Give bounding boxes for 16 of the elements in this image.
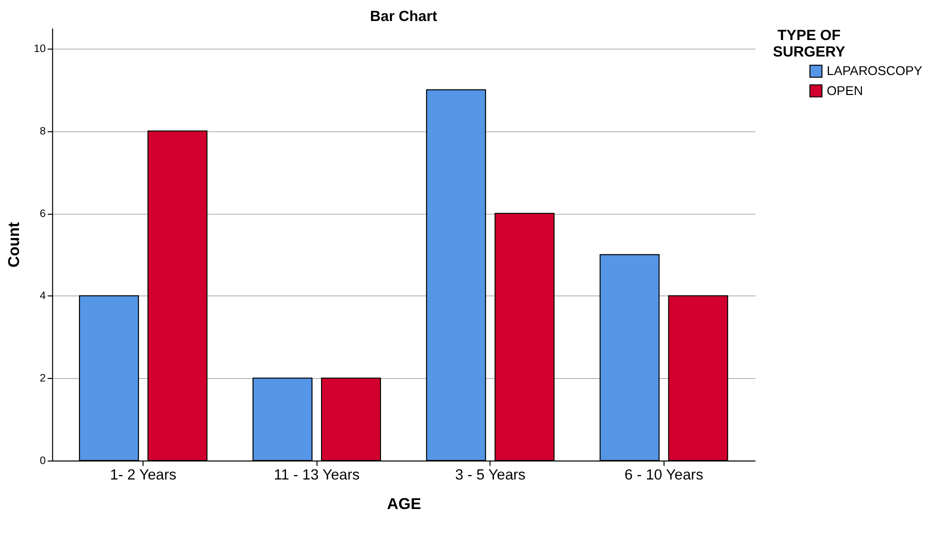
x-axis-title: AGE (387, 496, 422, 514)
y-tick-label: 2 (40, 372, 46, 385)
y-axis-title: Count (6, 221, 23, 268)
x-tick-label: 1- 2 Years (110, 468, 176, 484)
legend-label: LAPAROSCOPY (826, 63, 923, 78)
y-tick-label: 0 (40, 454, 46, 467)
y-tick-label: 10 (34, 43, 46, 56)
y-tick-label: 4 (40, 290, 46, 302)
y-tick-label: 6 (40, 208, 46, 220)
legend-title: TYPE OF SURGERY (772, 28, 846, 61)
legend-label: OPEN (826, 82, 863, 98)
x-tick-label: 3 - 5 Years (455, 468, 526, 484)
chart-title: Bar Chart (370, 9, 438, 26)
x-tick-label: 6 - 10 Years (624, 468, 704, 484)
y-tick-label: 8 (40, 125, 46, 138)
x-tick-label: 11 - 13 Years (274, 468, 360, 484)
